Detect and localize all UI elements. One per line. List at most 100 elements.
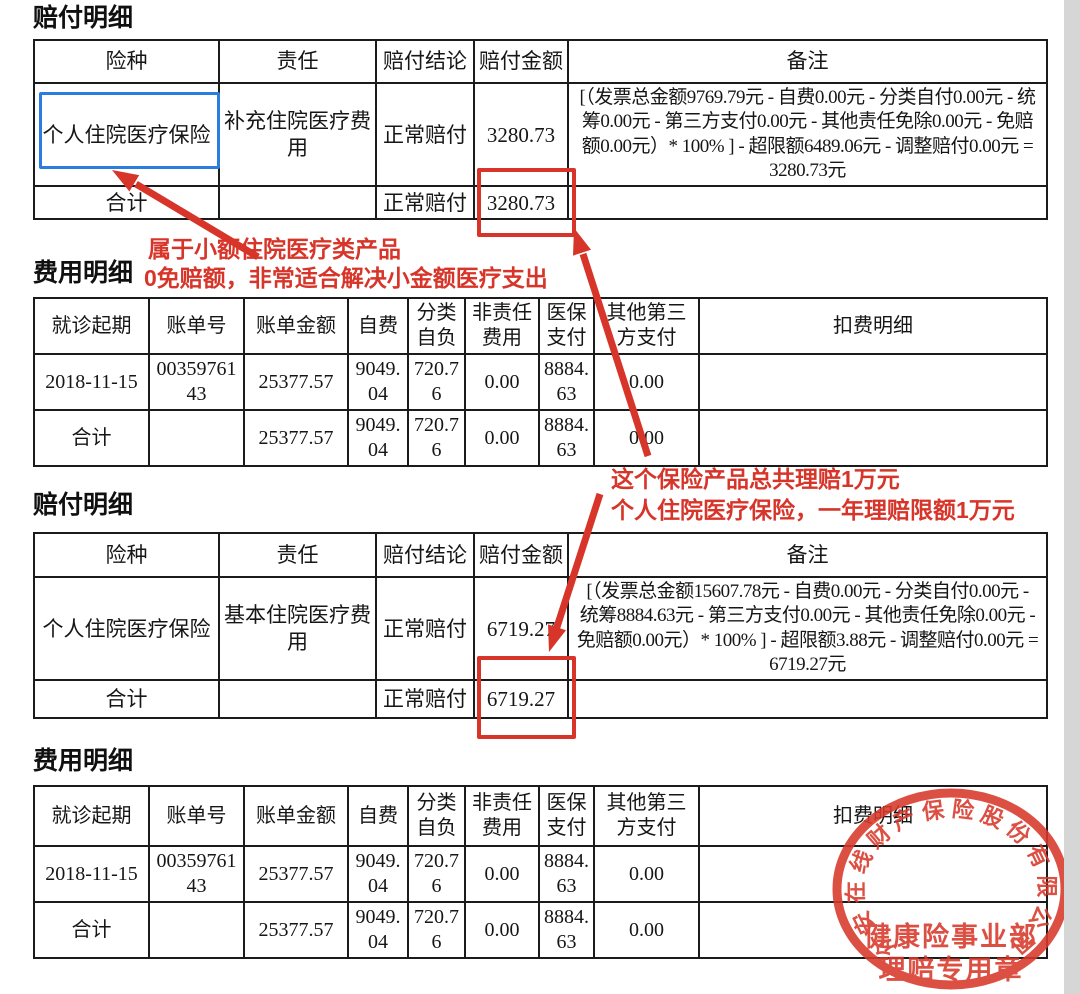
cell-total-amount: 3280.73: [473, 185, 569, 221]
col-header-third-party: 其他第三方支付: [593, 297, 700, 355]
expense-table-1-total-row: 合计 25377.57 9049.04 720.76 0.00 8884.63 …: [33, 409, 1048, 467]
cell-total-deduction-detail: [698, 409, 1048, 467]
cell-total-label: 合计: [33, 409, 150, 467]
annotation-small-claim-product-line2: 0免赔额，非常适合解决小金额医疗支出: [144, 265, 548, 291]
cell-third-party: 0.00: [593, 353, 700, 411]
section-title-claim-1: 赔付明细: [33, 4, 134, 32]
cell-self-pay: 9049.04: [347, 845, 409, 903]
claim-table-1: 险种 责任 赔付结论 赔付金额 备注 个人住院医疗保险 补充住院医疗费用 正常赔…: [33, 39, 1048, 221]
cell-total-third-party: 0.00: [593, 901, 700, 959]
annotation-total-claim-line2: 个人住院医疗保险，一年理赔限额1万元: [611, 497, 1015, 523]
cell-non-liability: 0.00: [464, 353, 540, 411]
cell-bill-no: 0035976143: [148, 353, 245, 411]
empty-cell: [148, 409, 245, 467]
cell-medicare: 8884.63: [538, 353, 595, 411]
cell-third-party: 0.00: [593, 845, 700, 903]
expense-table-1-header-row: 就诊起期 账单号 账单金额 自费 分类自负 非责任费用 医保支付 其他第三方支付…: [33, 297, 1048, 355]
cell-remark: [（发票总金额9769.79元 - 自费0.00元 - 分类自付0.00元 - …: [567, 81, 1048, 188]
claim-table-2-total-row: 合计 正常赔付 6719.27: [33, 679, 1048, 720]
expense-table-2-total-row: 合计 25377.57 9049.04 720.76 0.00 8884.63 …: [33, 901, 1048, 959]
cell-total-conclusion: 正常赔付: [375, 679, 475, 720]
cell-total-bill-amount: 25377.57: [243, 901, 349, 959]
empty-cell: [567, 185, 1048, 221]
claim-table-1-data-row: 个人住院医疗保险 补充住院医疗费用 正常赔付 3280.73 [（发票总金额97…: [33, 81, 1048, 188]
annotation-small-claim-product-line1: 属于小额住院医疗类产品: [148, 236, 401, 262]
cell-visit-date: 2018-11-15: [33, 845, 150, 903]
col-header-medicare: 医保支付: [538, 785, 595, 847]
section-title-claim-2: 赔付明细: [33, 491, 134, 519]
cell-deduction-detail: [698, 353, 1048, 411]
highlight-box-total-amount-1: [477, 168, 576, 237]
cell-liability: 基本住院医疗费用: [218, 575, 377, 682]
col-header-conclusion: 赔付结论: [375, 532, 475, 578]
cell-total-label: 合计: [33, 679, 220, 720]
cell-visit-date: 2018-11-15: [33, 353, 150, 411]
col-header-liability: 责任: [218, 39, 377, 84]
annotation-total-claim-line1: 这个保险产品总共理赔1万元: [611, 466, 900, 492]
cell-remark: [（发票总金额15607.78元 - 自费0.00元 - 分类自付0.00元 -…: [567, 575, 1048, 682]
col-header-remark: 备注: [567, 532, 1048, 578]
cell-self-pay: 9049.04: [347, 353, 409, 411]
cell-total-class-self: 720.76: [407, 409, 466, 467]
cell-bill-amount: 25377.57: [243, 353, 349, 411]
empty-cell: [567, 679, 1048, 720]
cell-total-deduction-detail: [698, 901, 1048, 959]
claim-table-2-data-row: 个人住院医疗保险 基本住院医疗费用 正常赔付 6719.27 [（发票总金额15…: [33, 575, 1048, 682]
col-header-class-self: 分类自负: [407, 297, 466, 355]
cell-conclusion: 正常赔付: [375, 81, 475, 188]
col-header-self-pay: 自费: [347, 785, 409, 847]
col-header-visit-date: 就诊起期: [33, 297, 150, 355]
col-header-amount: 赔付金额: [473, 39, 569, 84]
col-header-non-liability: 非责任费用: [464, 297, 540, 355]
highlight-box-insurance-type: [39, 92, 220, 169]
empty-cell: [218, 185, 377, 221]
col-header-deduction-detail: 扣费明细: [698, 297, 1048, 355]
claim-table-2-header-row: 险种 责任 赔付结论 赔付金额 备注: [33, 532, 1048, 578]
cell-insurance-type: 个人住院医疗保险: [33, 81, 220, 188]
cell-total-amount: 6719.27: [473, 679, 569, 720]
empty-cell: [218, 679, 377, 720]
empty-cell: [148, 901, 245, 959]
cell-total-third-party: 0.00: [593, 409, 700, 467]
expense-table-2-data-row: 2018-11-15 0035976143 25377.57 9049.04 7…: [33, 845, 1048, 903]
section-title-expense-2: 费用明细: [33, 747, 134, 775]
cell-class-self: 720.76: [407, 353, 466, 411]
cell-total-medicare: 8884.63: [538, 901, 595, 959]
cell-total-label: 合计: [33, 185, 220, 221]
col-header-third-party: 其他第三方支付: [593, 785, 700, 847]
col-header-bill-amount: 账单金额: [243, 785, 349, 847]
col-header-remark: 备注: [567, 39, 1048, 84]
cell-deduction-detail: [698, 845, 1048, 903]
cell-total-self-pay: 9049.04: [347, 409, 409, 467]
expense-table-1: 就诊起期 账单号 账单金额 自费 分类自负 非责任费用 医保支付 其他第三方支付…: [33, 297, 1048, 467]
col-header-class-self: 分类自负: [407, 785, 466, 847]
cell-conclusion: 正常赔付: [375, 575, 475, 682]
cell-class-self: 720.76: [407, 845, 466, 903]
highlight-box-total-amount-2: [477, 656, 576, 739]
cell-liability: 补充住院医疗费用: [218, 81, 377, 188]
cell-total-conclusion: 正常赔付: [375, 185, 475, 221]
cell-total-label: 合计: [33, 901, 150, 959]
section-title-expense-1: 费用明细: [33, 259, 134, 287]
cell-insurance-type: 个人住院医疗保险: [33, 575, 220, 682]
col-header-insurance-type: 险种: [33, 39, 220, 84]
expense-table-2-header-row: 就诊起期 账单号 账单金额 自费 分类自负 非责任费用 医保支付 其他第三方支付…: [33, 785, 1048, 847]
cell-medicare: 8884.63: [538, 845, 595, 903]
col-header-conclusion: 赔付结论: [375, 39, 475, 84]
cell-total-medicare: 8884.63: [538, 409, 595, 467]
cell-bill-amount: 25377.57: [243, 845, 349, 903]
col-header-insurance-type: 险种: [33, 532, 220, 578]
col-header-visit-date: 就诊起期: [33, 785, 150, 847]
cell-total-self-pay: 9049.04: [347, 901, 409, 959]
col-header-bill-amount: 账单金额: [243, 297, 349, 355]
cell-total-bill-amount: 25377.57: [243, 409, 349, 467]
cell-bill-no: 0035976143: [148, 845, 245, 903]
page-edge-strip: [1064, 0, 1080, 994]
cell-total-class-self: 720.76: [407, 901, 466, 959]
expense-table-2: 就诊起期 账单号 账单金额 自费 分类自负 非责任费用 医保支付 其他第三方支付…: [33, 785, 1048, 959]
col-header-bill-no: 账单号: [148, 297, 245, 355]
col-header-amount: 赔付金额: [473, 532, 569, 578]
cell-total-non-liability: 0.00: [464, 901, 540, 959]
col-header-liability: 责任: [218, 532, 377, 578]
col-header-bill-no: 账单号: [148, 785, 245, 847]
